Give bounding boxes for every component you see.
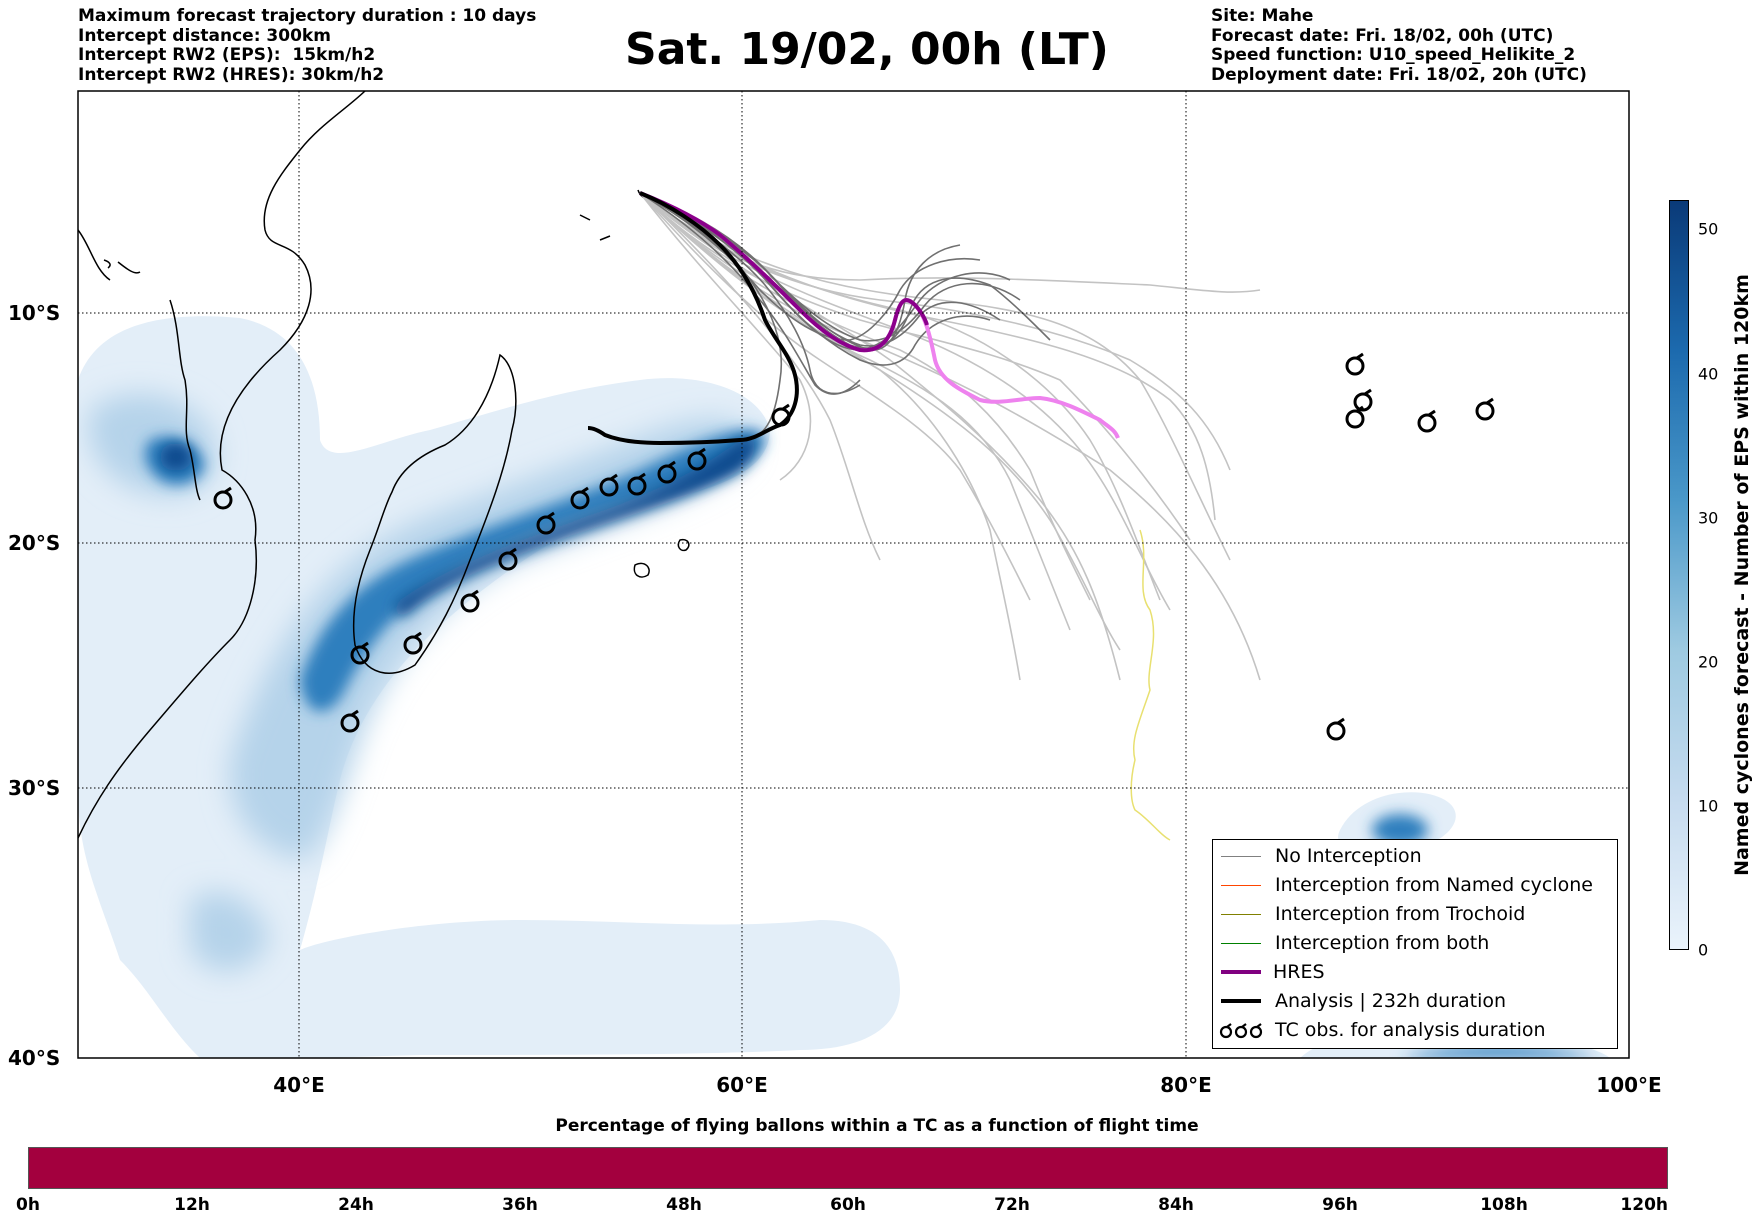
colorbar-tick: 10 (1698, 796, 1719, 816)
tc-obs-marker (599, 473, 619, 497)
lat-label: 10°S (8, 301, 60, 325)
lat-label: 20°S (8, 531, 60, 555)
lat-label: 30°S (8, 776, 60, 800)
legend-item: Interception from both (1213, 929, 1617, 958)
legend-swatch (1221, 914, 1261, 915)
hres-trajectory-early (639, 191, 929, 353)
header-left-line: Maximum forecast trajectory duration : 1… (78, 6, 537, 26)
timebar-tick: 108h (1480, 1195, 1528, 1215)
coastline-africa (78, 91, 366, 839)
colorbar-tick: 30 (1698, 508, 1719, 528)
header-left-line: Intercept distance: 300km (78, 25, 331, 46)
legend-label: HRES (1273, 961, 1325, 983)
tc-obs-marker (1345, 405, 1365, 429)
timebar-tick: 48h (666, 1195, 702, 1215)
lon-label: 100°E (1596, 1073, 1661, 1097)
page-title: Sat. 19/02, 00h (LT) (625, 24, 1109, 75)
coastline-lake (169, 299, 201, 501)
tc-obs-marker (687, 447, 707, 471)
tc-obs-marker (627, 472, 647, 496)
legend-swatch (1221, 885, 1261, 886)
timebar-tick: 120h (1620, 1195, 1668, 1215)
timebar-tick: 60h (830, 1195, 866, 1215)
legend-item: HRES (1213, 958, 1617, 987)
tc-obs-marker (460, 589, 480, 613)
timebar-tick: 24h (338, 1195, 374, 1215)
timebar-tick: 84h (1158, 1195, 1194, 1215)
lon-label: 80°E (1160, 1073, 1212, 1097)
legend-item: Interception from Trochoid (1213, 900, 1617, 929)
colorbar-title: Named cyclones forecast - Number of EPS … (1731, 274, 1753, 876)
legend-label: Interception from both (1275, 932, 1490, 954)
tc-obs-marker (536, 511, 556, 535)
lon-label: 40°E (273, 1073, 325, 1097)
header-left-line: Intercept RW2 (EPS): 15km/h2 (78, 45, 376, 65)
colorbar-tick: 40 (1698, 364, 1719, 384)
header-right: Site: Mahe Forecast date: Fri. 18/02, 00… (1211, 6, 1587, 85)
legend-swatch (1221, 970, 1261, 974)
map-legend: No Interception Interception from Named … (1212, 839, 1618, 1049)
legend-item: Interception from Named cyclone (1213, 871, 1617, 900)
tc-obs-legend-icon (1219, 1023, 1263, 1039)
header-left-line: Intercept RW2 (HRES): 30km/h2 (78, 64, 385, 85)
cyclone-density-core (160, 437, 755, 616)
coastlines (78, 91, 690, 839)
tc-obs-marker (657, 460, 677, 484)
legend-swatch (1221, 856, 1261, 857)
timebar-tick: 36h (502, 1195, 538, 1215)
header-right-line: Forecast date: Fri. 18/02, 00h (UTC) (1211, 25, 1554, 46)
coastline-mauritius (677, 538, 690, 552)
tc-obs-marker (1475, 397, 1495, 421)
tc-obs-marker (498, 547, 518, 571)
legend-item: No Interception (1213, 842, 1617, 871)
tc-obs-marker (213, 486, 233, 510)
legend-label: No Interception (1275, 845, 1422, 867)
timebar-title: Percentage of flying ballons within a TC… (555, 1116, 1199, 1136)
legend-label: Interception from Trochoid (1275, 903, 1526, 925)
map-layers (78, 91, 1629, 1058)
colorbar-tick: 0 (1698, 940, 1709, 960)
tc-obs-marker (1353, 388, 1373, 412)
tc-obs-marker (771, 403, 791, 427)
coastline-reunion (633, 562, 650, 578)
legend-label: TC obs. for analysis duration (1275, 1019, 1546, 1041)
tc-obs-marker (1417, 409, 1437, 433)
coastline-madagascar (352, 353, 517, 674)
map-gridlines (78, 91, 1629, 1058)
legend-swatch (1221, 943, 1261, 944)
legend-label: Interception from Named cyclone (1275, 874, 1593, 896)
tc-obs-marker (403, 631, 423, 655)
coastline-seychelles (579, 189, 651, 241)
tc-obs-marker (570, 486, 590, 510)
timebar-tick: 72h (994, 1195, 1030, 1215)
tc-obs-marker (340, 709, 360, 733)
legend-item: Analysis | 232h duration (1213, 987, 1617, 1016)
timebar (28, 1147, 1668, 1189)
timebar-tick: 12h (174, 1195, 210, 1215)
header-right-line: Deployment date: Fri. 18/02, 20h (UTC) (1211, 64, 1587, 85)
legend-item: TC obs. for analysis duration (1213, 1016, 1617, 1045)
trajectory-yellow (1130, 529, 1171, 841)
lon-label: 60°E (716, 1073, 768, 1097)
timebar-tick: 0h (16, 1195, 40, 1215)
density-colorbar (1669, 200, 1689, 950)
colorbar-tick: 20 (1698, 652, 1719, 672)
tc-obs-marker (1345, 352, 1365, 376)
legend-label: Analysis | 232h duration (1275, 990, 1507, 1012)
analysis-trajectory (587, 191, 799, 446)
tc-obs-marker (350, 641, 370, 665)
header-left: Maximum forecast trajectory duration : 1… (78, 6, 537, 85)
tc-obs-markers (213, 352, 1495, 741)
timebar-tick: 96h (1322, 1195, 1358, 1215)
lat-label: 40°S (8, 1046, 60, 1070)
colorbar-tick: 50 (1698, 219, 1719, 239)
coastline-nw (78, 229, 141, 281)
header-right-line: Site: Mahe (1211, 6, 1314, 26)
tc-obs-marker (1326, 717, 1346, 741)
header-right-line: Speed function: U10_speed_Helikite_2 (1211, 45, 1576, 65)
legend-swatch (1221, 999, 1261, 1003)
map-frame (77, 90, 1630, 1059)
